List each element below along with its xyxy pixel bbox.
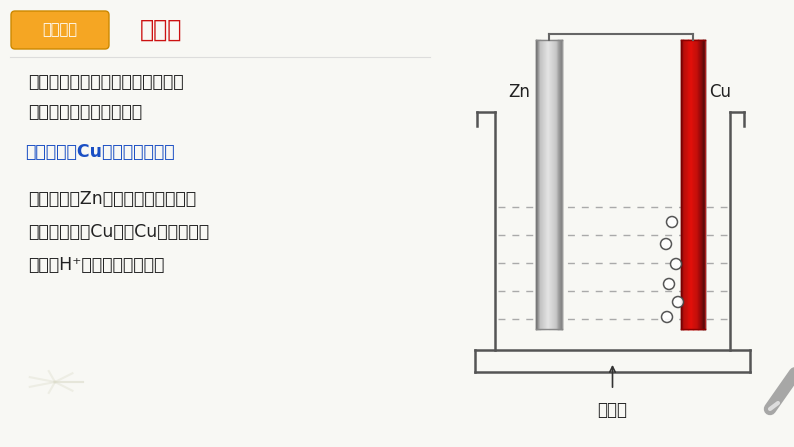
Text: 原因分析：Zn片上的电子通过上端: 原因分析：Zn片上的电子通过上端 — [28, 190, 196, 208]
Text: 导线转移给了Cu片，Cu片将电子传: 导线转移给了Cu片，Cu片将电子传 — [28, 223, 209, 241]
Text: 新课讲解: 新课讲解 — [43, 22, 78, 38]
Circle shape — [661, 239, 672, 249]
Text: 用导线连接锌片和铜片，观察、比: 用导线连接锌片和铜片，观察、比 — [28, 73, 183, 91]
Text: Cu: Cu — [709, 83, 731, 101]
Text: 实验现象：Cu片上有气体逸出: 实验现象：Cu片上有气体逸出 — [25, 143, 175, 161]
Text: Zn: Zn — [508, 83, 530, 101]
Circle shape — [673, 296, 684, 308]
Circle shape — [666, 216, 677, 228]
Text: 实验二: 实验二 — [140, 18, 183, 42]
Circle shape — [661, 312, 673, 322]
Circle shape — [670, 258, 681, 270]
Text: 递给了H⁺，那么如何验证？: 递给了H⁺，那么如何验证？ — [28, 256, 164, 274]
Text: 稀硫酸: 稀硫酸 — [598, 401, 627, 419]
FancyBboxPatch shape — [11, 11, 109, 49]
Text: 较导线连接前后的现象。: 较导线连接前后的现象。 — [28, 103, 142, 121]
Circle shape — [664, 278, 674, 290]
